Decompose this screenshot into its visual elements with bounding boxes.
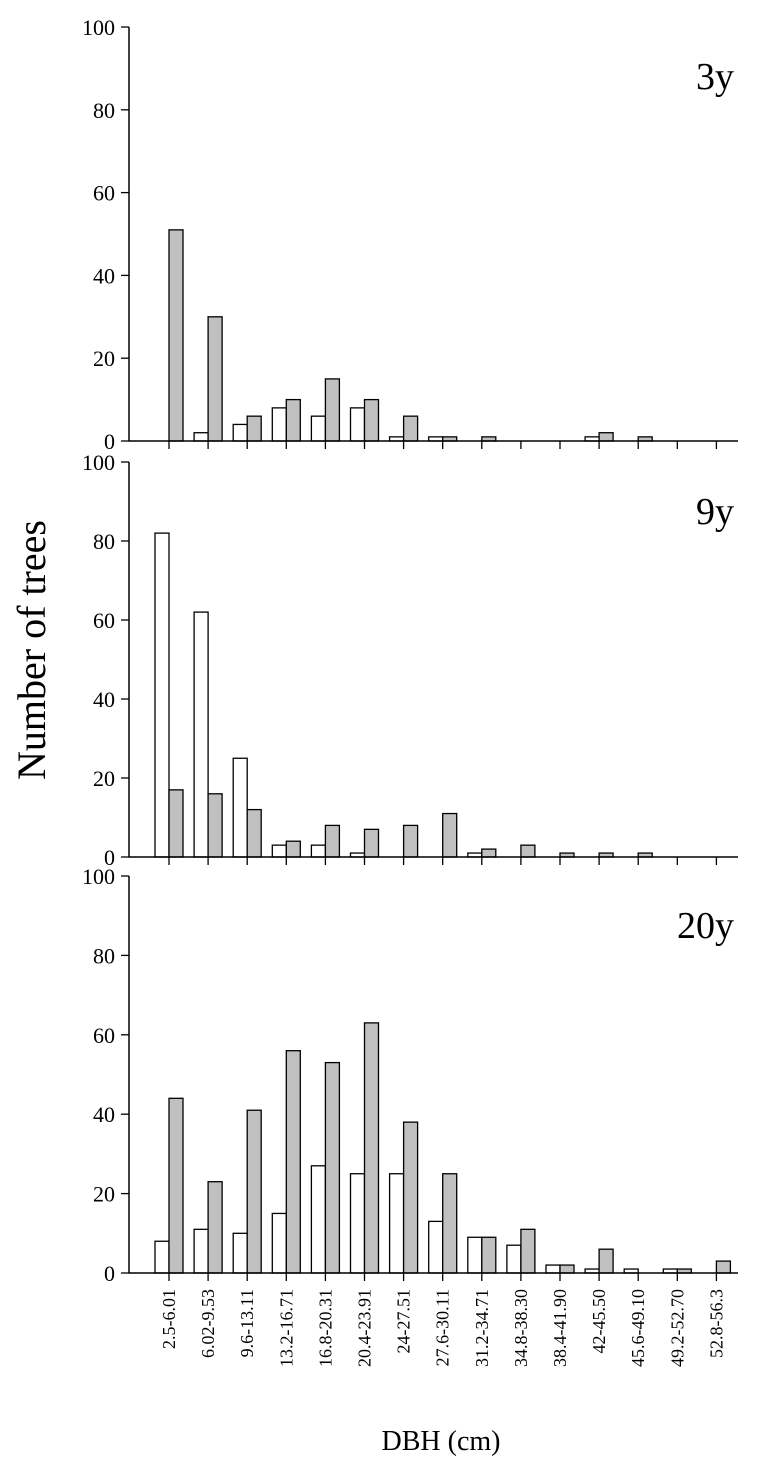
panel-label-9y: 9y	[696, 491, 734, 533]
y-tick-label-3y-60: 60	[93, 181, 115, 206]
bar-gray-3y-7	[402, 415, 419, 442]
bar-gray-9y-10	[520, 844, 536, 858]
y-tick-label-20y-40: 40	[93, 1102, 115, 1127]
bar-gray-9y-5	[324, 824, 341, 858]
bar-gray-3y-6	[363, 398, 380, 442]
bar-gray-3y-4	[285, 398, 301, 442]
panel-9y: 0 20 40 60 80 100 9y	[82, 450, 738, 870]
panel-3y: 0 20 40 60 80 100 3y	[82, 15, 738, 454]
bar-gray-3y-3	[246, 415, 262, 442]
y-tick-label-9y-100: 100	[82, 450, 115, 475]
bar-gray-20y-6	[363, 1022, 380, 1274]
bar-white-9y-5	[310, 844, 327, 858]
y-tick-label-9y-0: 0	[104, 845, 115, 870]
x-tick-label-11: 38.4-41.90	[550, 1289, 570, 1367]
bar-gray-20y-12	[598, 1248, 614, 1274]
bar-gray-3y-1	[168, 229, 184, 442]
bar-gray-9y-9	[481, 848, 497, 858]
y-tick-label-3y-0: 0	[104, 429, 115, 454]
bar-white-9y-4	[271, 844, 287, 858]
y-tick-label-20y-100: 100	[82, 864, 115, 889]
x-tick-label-2: 6.02-9.53	[198, 1289, 218, 1358]
bar-gray-3y-5	[324, 378, 341, 442]
panel-label-3y: 3y	[696, 56, 734, 98]
bar-white-3y-3	[232, 423, 248, 442]
bar-gray-9y-1	[168, 789, 184, 858]
y-tick-label-20y-0: 0	[104, 1261, 115, 1286]
bar-gray-9y-3	[246, 808, 262, 858]
y-tick-label-9y-40: 40	[93, 687, 115, 712]
bar-gray-3y-2	[207, 316, 223, 442]
x-tick-label-9: 31.2-34.71	[472, 1289, 492, 1367]
x-tick-label-14: 49.2-52.70	[667, 1289, 687, 1367]
bar-white-9y-1	[154, 532, 170, 858]
bar-white-20y-7	[388, 1173, 405, 1274]
y-tick-label-9y-20: 20	[93, 766, 115, 791]
bar-gray-9y-4	[285, 840, 301, 858]
bar-gray-20y-3	[246, 1109, 262, 1274]
bar-gray-20y-2	[207, 1181, 223, 1274]
x-tick-label-6: 20.4-23.91	[355, 1289, 375, 1367]
bar-gray-20y-1	[168, 1097, 184, 1274]
chart-panels: 0 20 40 60 80 100 3y 0 20 40 60 80 100 9y 0 20 40 60 80 100…	[82, 15, 738, 1286]
bar-white-20y-10	[506, 1244, 522, 1274]
x-tick-label-4: 13.2-16.71	[276, 1289, 296, 1367]
bar-gray-20y-9	[481, 1236, 497, 1274]
y-tick-label-9y-60: 60	[93, 608, 115, 633]
bar-white-9y-2	[193, 611, 209, 858]
bar-gray-3y-12	[598, 432, 614, 442]
bar-white-20y-2	[193, 1228, 209, 1274]
y-tick-label-3y-80: 80	[93, 98, 115, 123]
x-tick-label-5: 16.8-20.31	[315, 1289, 335, 1367]
bar-white-20y-5	[310, 1165, 327, 1274]
y-tick-label-9y-80: 80	[93, 529, 115, 554]
bar-white-20y-1	[154, 1240, 170, 1274]
x-axis-title: DBH (cm)	[382, 1426, 501, 1457]
y-tick-label-3y-20: 20	[93, 346, 115, 371]
bar-white-3y-4	[271, 407, 287, 442]
bar-gray-20y-7	[402, 1121, 419, 1274]
y-axis-title: Number of trees	[9, 520, 54, 780]
x-tick-label-7: 24-27.51	[394, 1289, 414, 1354]
x-tick-label-10: 34.8-38.30	[511, 1289, 531, 1367]
x-axis-tick-labels: 2.5-6.01 6.02-9.53 9.6-13.11 13.2-16.71 16.8…	[159, 1289, 726, 1367]
y-tick-label-20y-60: 60	[93, 1023, 115, 1048]
bar-gray-9y-8	[442, 812, 458, 858]
bar-gray-20y-10	[520, 1228, 536, 1274]
bar-gray-20y-15	[715, 1260, 732, 1274]
bar-gray-9y-2	[207, 793, 223, 858]
bar-white-9y-3	[232, 757, 248, 858]
y-tick-label-3y-100: 100	[82, 15, 115, 40]
bar-white-20y-9	[467, 1236, 483, 1274]
x-tick-label-15: 52.8-56.3	[706, 1289, 726, 1358]
y-tick-label-20y-20: 20	[93, 1182, 115, 1207]
x-tick-label-1: 2.5-6.01	[159, 1289, 179, 1349]
bar-gray-20y-5	[324, 1061, 341, 1274]
bar-white-3y-2	[193, 432, 209, 442]
bar-white-20y-11	[545, 1264, 561, 1274]
bar-gray-9y-7	[402, 824, 419, 858]
bar-gray-20y-8	[442, 1173, 458, 1274]
bar-white-3y-5	[310, 415, 327, 442]
x-tick-label-3: 9.6-13.11	[237, 1289, 257, 1357]
y-tick-label-3y-40: 40	[93, 263, 115, 288]
bar-gray-20y-4	[285, 1050, 301, 1274]
x-tick-label-12: 42-45.50	[589, 1289, 609, 1354]
bar-white-20y-8	[428, 1220, 444, 1274]
x-tick-label-8: 27.6-30.11	[433, 1289, 453, 1366]
bar-white-20y-3	[232, 1232, 248, 1274]
x-tick-label-13: 45.6-49.10	[628, 1289, 648, 1367]
bar-white-20y-6	[349, 1173, 366, 1274]
bar-gray-9y-6	[363, 828, 380, 858]
bar-gray-20y-11	[559, 1264, 575, 1274]
bar-white-20y-4	[271, 1212, 287, 1274]
panel-20y: 0 20 40 60 80 100 20y	[82, 864, 738, 1286]
bar-white-3y-6	[349, 407, 366, 442]
y-tick-label-20y-80: 80	[93, 943, 115, 968]
panel-label-20y: 20y	[677, 905, 734, 947]
